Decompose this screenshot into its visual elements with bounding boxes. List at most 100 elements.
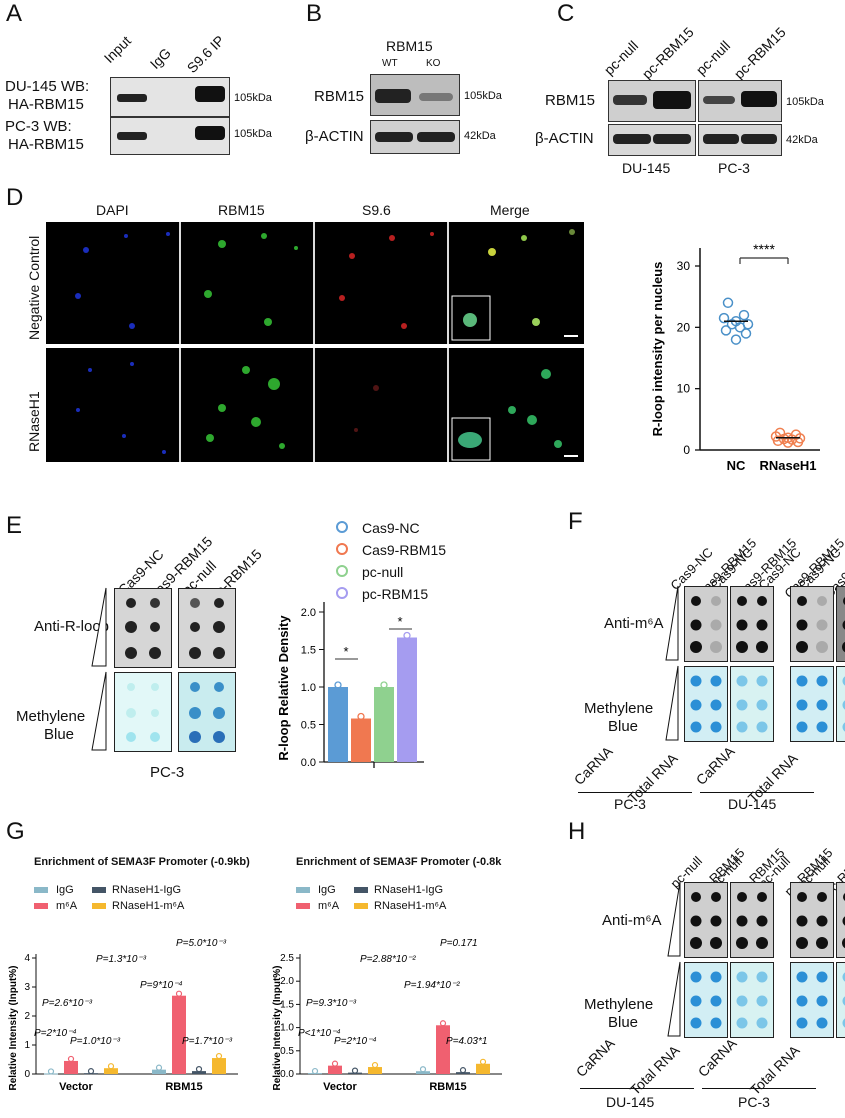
h-mb-dot [737, 996, 748, 1007]
h-mb-dot [691, 972, 702, 983]
h-mb-dot [711, 972, 722, 983]
d-ylabel: R-loop intensity per nucleus [650, 262, 665, 437]
g1-bar-point [157, 1065, 162, 1070]
d-micrograph-nc [46, 222, 584, 344]
g2-bar [436, 1025, 450, 1074]
a-col-igg: IgG [147, 45, 174, 72]
f-mb-dot [757, 676, 768, 687]
d-ytick-label: 30 [677, 259, 691, 273]
f-mb2: Blue [608, 718, 638, 735]
g2-ytick-label: 2.0 [280, 976, 294, 987]
f-mb-dot [737, 700, 748, 711]
h-dot [711, 916, 722, 927]
g2-ytick-label: 2.5 [280, 953, 294, 964]
g2-bar-chart: Relative Intensity (Input%) 0.00.51.01.5… [270, 918, 520, 1118]
e-ytick-label: 1.5 [301, 645, 316, 657]
h-bottom-4: Total RNA [747, 1042, 803, 1098]
e-cell: PC-3 [150, 764, 184, 781]
f-mb-dot [737, 722, 748, 733]
h-dot [711, 892, 721, 902]
d-point-nc [722, 326, 731, 335]
f-dot [796, 641, 808, 653]
g2-bar-point [313, 1069, 318, 1074]
d-sig: **** [753, 241, 775, 257]
h-mb-dot [797, 996, 808, 1007]
e-sig-1: * [343, 644, 348, 659]
g1-bar [212, 1058, 226, 1074]
e-ylabel: R-loop Relative Density [276, 615, 291, 761]
g2-annot: P=4.03*1 [446, 1036, 487, 1047]
f-mb-dot [737, 676, 748, 687]
e-ytick-label: 2.0 [301, 607, 316, 619]
f-dot [797, 596, 807, 606]
g2-ytick-label: 0.0 [280, 1069, 294, 1080]
e-row-mb2: Blue [44, 726, 74, 743]
h-dot [797, 892, 807, 902]
g1-ytick-label: 4 [24, 953, 30, 964]
h-dot [737, 916, 748, 927]
f-dot [711, 596, 721, 606]
c-size-2: 42kDa [786, 134, 818, 146]
e-bar [351, 719, 371, 763]
e-ytick-label: 1.0 [301, 682, 316, 694]
g2-ytick-label: 1.5 [280, 999, 294, 1010]
panel-label-e: E [6, 512, 22, 540]
g2-annot: P=0.171 [440, 938, 478, 949]
f-dot [756, 641, 768, 653]
d-ytick-label: 20 [677, 320, 691, 334]
g2-xcat-vector: Vector [323, 1081, 357, 1093]
c-blot-pc-2 [698, 124, 782, 156]
c-blot-du-1 [608, 80, 696, 122]
b-size-1: 105kDa [464, 90, 502, 102]
h-dot [691, 892, 701, 902]
h-mb-dot [737, 972, 748, 983]
e-dotblot-cas9 [114, 588, 172, 668]
e-mb-cas9 [114, 672, 172, 752]
e-legend-3: pc-null [336, 564, 403, 580]
g2-annot: P=1.94*10⁻² [404, 980, 460, 991]
g2-bar-point [421, 1067, 426, 1072]
a-size-1: 105kDa [234, 92, 272, 104]
f-dotblot [684, 586, 728, 662]
h-line-du [580, 1088, 694, 1089]
e-legend-1: Cas9-NC [336, 520, 420, 536]
f-mb-blot [730, 666, 774, 742]
e-ytick-label: 0.5 [301, 720, 316, 732]
a-blot-1 [110, 77, 230, 117]
f-mb-dot [757, 722, 768, 733]
b-row1: RBM15 [314, 88, 364, 105]
f-dot [736, 641, 748, 653]
f-cell-du: DU-145 [728, 796, 776, 812]
f-anti: Anti-m⁶A [604, 615, 664, 632]
panel-label-b: B [306, 0, 322, 28]
f-dot [691, 620, 702, 631]
d-ytick-label: 10 [677, 382, 691, 396]
b-row2: β-ACTIN [305, 128, 364, 145]
f-dotblot [730, 586, 774, 662]
f-dotblot [790, 586, 834, 662]
g1-ytick-label: 0 [24, 1069, 30, 1080]
d-row-nc: Negative Control [26, 236, 42, 340]
h-mb-blot [684, 962, 728, 1038]
a-size-2: 105kDa [234, 128, 272, 140]
h-mb-dot [711, 1018, 722, 1029]
g2-annot: P=9.3*10⁻³ [306, 998, 357, 1009]
d-point-nc [742, 329, 751, 338]
h-mb-blot [836, 962, 845, 1038]
d-point-nc [740, 311, 749, 320]
e-row-mb1: Methylene [16, 708, 85, 725]
c-row2: β-ACTIN [535, 130, 594, 147]
a-row2-l1: PC-3 WB: [5, 118, 72, 135]
e-bar-chart: 0.00.51.01.52.0 * * R-loop Relative Dens… [276, 592, 446, 792]
h-mb-dot [711, 996, 722, 1007]
d-col-dapi: DAPI [96, 202, 129, 218]
h-dot [757, 916, 768, 927]
g1-ytick-label: 2 [24, 1011, 30, 1022]
g1-bar-point [69, 1056, 74, 1061]
g2-bar-point [353, 1068, 358, 1073]
f-dot [710, 641, 722, 653]
h-dot [797, 916, 808, 927]
e-legend-2: Cas9-RBM15 [336, 542, 446, 558]
f-mb-dot [711, 700, 722, 711]
c-row1: RBM15 [545, 92, 595, 109]
